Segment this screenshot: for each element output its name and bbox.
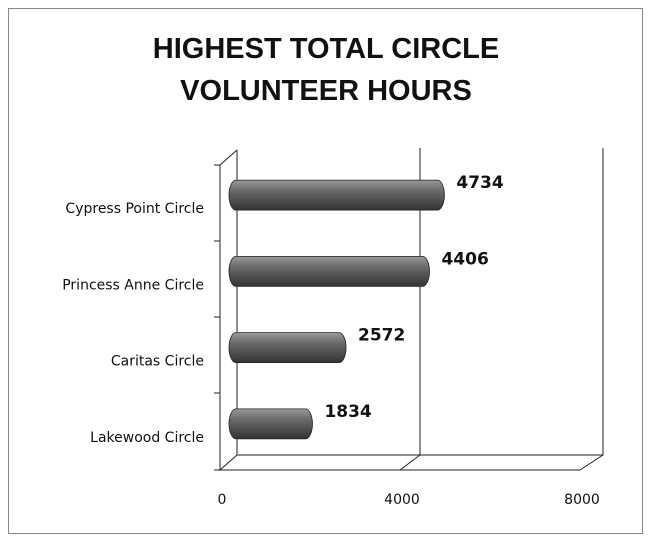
value-label: 1834 <box>324 402 371 422</box>
grid-line <box>399 148 421 471</box>
x-tick-label: 0 <box>218 492 227 508</box>
x-tick-label: 4000 <box>384 492 420 508</box>
y-tick-label: Caritas Circle <box>111 354 204 370</box>
value-label: 4406 <box>441 249 488 269</box>
bar <box>228 332 347 364</box>
y-tick-label: Lakewood Circle <box>90 430 204 446</box>
x-tick-label: 8000 <box>564 492 600 508</box>
y-tick-label: Cypress Point Circle <box>65 201 204 217</box>
chart-frame <box>8 8 643 534</box>
bar <box>228 408 313 440</box>
value-label: 4734 <box>456 173 503 193</box>
value-label: 2572 <box>358 326 405 346</box>
grid-line <box>579 148 604 471</box>
bar <box>228 179 445 211</box>
y-tick-label: Princess Anne Circle <box>62 277 204 293</box>
bar <box>228 255 430 287</box>
chart-title: HIGHEST TOTAL CIRCLE VOLUNTEER HOURS <box>152 33 500 107</box>
